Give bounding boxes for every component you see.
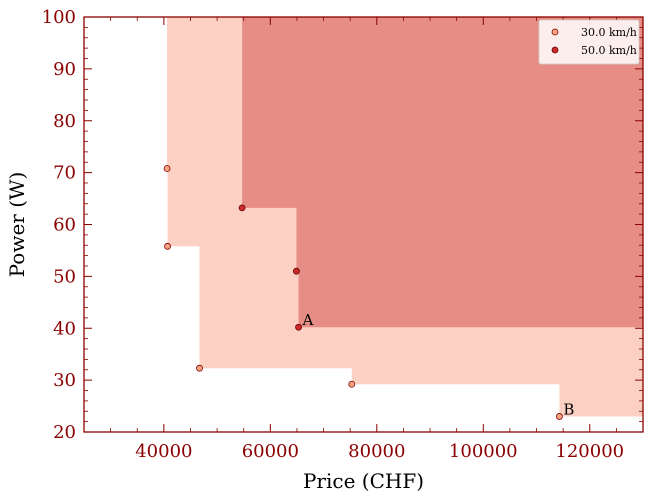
annotations: AB <box>302 311 575 418</box>
annotation-label-A: A <box>302 311 314 329</box>
data-point-series-1-4 <box>348 380 356 388</box>
y-tick-label: 80 <box>53 111 76 132</box>
data-point-series-1-2 <box>164 242 171 250</box>
y-tick-label: 30 <box>53 370 76 391</box>
x-tick-label: 100000 <box>449 441 518 462</box>
x-tick-label: 120000 <box>555 441 624 462</box>
data-point-series-2-2 <box>293 267 300 275</box>
annotation-label-B: B <box>563 400 574 418</box>
y-axis-label: Power (W) <box>5 172 29 278</box>
x-tick-label: 80000 <box>348 441 405 462</box>
legend-box <box>538 19 640 65</box>
data-point-series-1-5 <box>556 413 563 420</box>
x-tick-label: 40000 <box>135 441 192 462</box>
data-point-series-2-3 <box>295 323 302 331</box>
data-point-series-2-1 <box>238 204 246 212</box>
x-axis-label: Price (CHF) <box>303 469 424 493</box>
dominated-region-2 <box>242 17 644 328</box>
y-tick-label: 40 <box>53 318 76 339</box>
y-tick-label: 50 <box>53 266 76 287</box>
y-tick-label: 100 <box>42 7 76 28</box>
data-point-series-1-1 <box>163 165 171 172</box>
x-tick-label: 60000 <box>242 441 299 462</box>
legend-label-2: 50.0 km/h <box>581 44 637 57</box>
legend: 30.0 km/h 50.0 km/h <box>538 19 640 65</box>
y-tick-label: 60 <box>53 215 76 236</box>
y-tick-label: 70 <box>53 163 76 184</box>
y-tick-label: 90 <box>53 59 76 80</box>
legend-marker-2 <box>551 46 559 54</box>
legend-marker-1 <box>551 28 559 36</box>
legend-label-1: 30.0 km/h <box>581 26 637 39</box>
dominated-regions <box>167 17 644 417</box>
data-point-series-1-3 <box>196 364 203 372</box>
y-tick-label: 20 <box>53 422 76 443</box>
axes: 40000 60000 80000 100000 120000 20 30 40 50 60 70 8… <box>42 7 644 462</box>
data-points <box>163 165 563 420</box>
